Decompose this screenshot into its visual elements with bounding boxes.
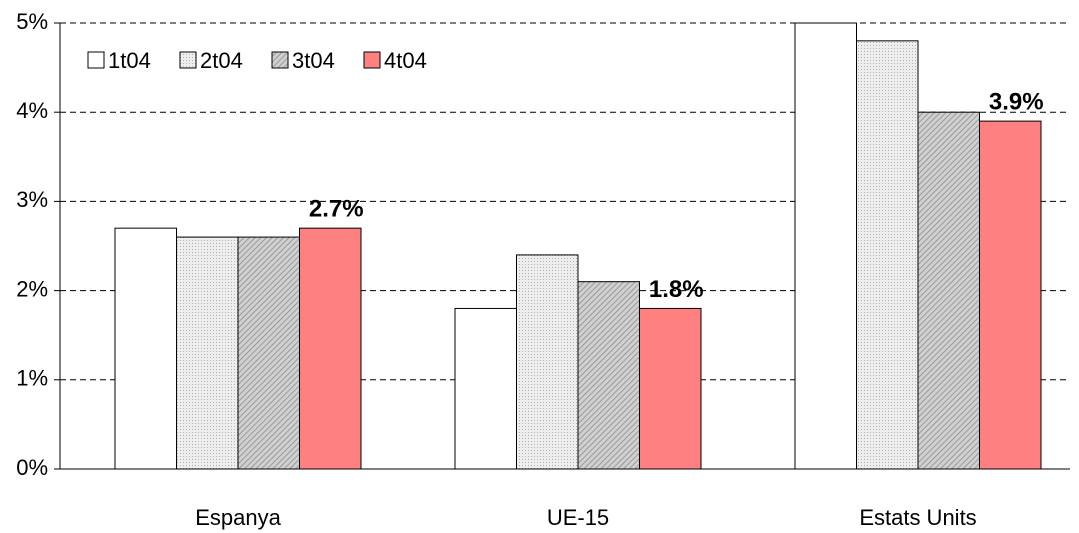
data-label: 3.9%: [989, 88, 1044, 115]
legend-swatch: [363, 51, 381, 69]
bar: [639, 307, 702, 470]
bar: [114, 227, 177, 470]
legend-swatch: [179, 51, 197, 69]
bar: [299, 227, 362, 470]
y-tick-label: 5%: [16, 9, 48, 34]
y-tick-label: 2%: [16, 276, 48, 301]
bar: [856, 40, 919, 470]
legend-label: 1t04: [108, 48, 151, 73]
legend-swatch: [271, 51, 289, 69]
bar: [794, 22, 857, 470]
y-tick-label: 1%: [16, 366, 48, 391]
bar: [979, 120, 1042, 470]
bar: [176, 236, 239, 470]
y-tick-label: 4%: [16, 98, 48, 123]
x-tick-label: Espanya: [195, 505, 281, 530]
legend-label: 4t04: [384, 48, 427, 73]
legend-label: 3t04: [292, 48, 335, 73]
legend-label: 2t04: [200, 48, 243, 73]
bar: [917, 111, 980, 470]
legend-swatch: [87, 51, 105, 69]
y-tick-label: 0%: [16, 455, 48, 480]
x-tick-label: Estats Units: [859, 505, 976, 530]
x-tick-label: UE-15: [547, 505, 609, 530]
bar: [577, 281, 640, 470]
bar: [237, 236, 300, 470]
bar: [516, 254, 579, 470]
data-label: 2.7%: [309, 196, 364, 223]
data-label: 1.8%: [649, 276, 704, 303]
bar: [454, 307, 517, 470]
y-tick-label: 3%: [16, 187, 48, 212]
